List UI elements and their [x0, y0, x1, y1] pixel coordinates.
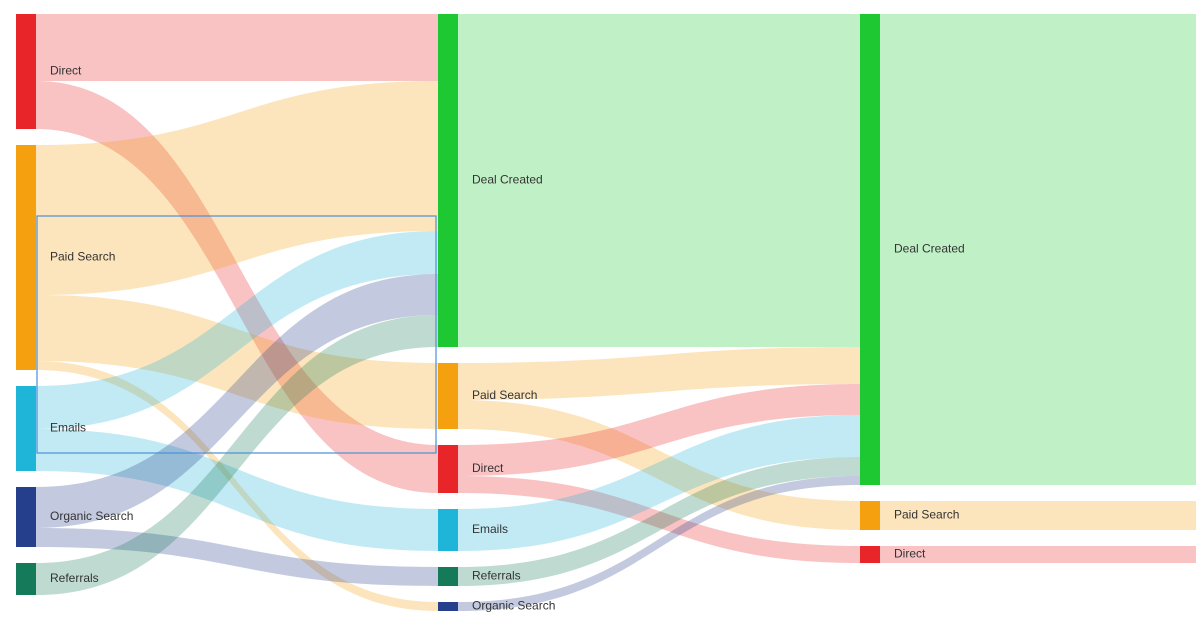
flow-link [36, 528, 438, 586]
node-label: Paid Search [472, 388, 537, 402]
outflow-band [880, 501, 1196, 530]
node-bar [16, 487, 36, 547]
flow-link [36, 81, 438, 493]
node-label: Organic Search [50, 509, 133, 523]
flow-link [36, 274, 438, 528]
flow-link [36, 429, 438, 551]
flow-link [458, 14, 860, 347]
node-label: Emails [472, 522, 508, 536]
flow-link [36, 315, 438, 595]
flow-link [458, 400, 860, 530]
selection-box [36, 215, 437, 454]
flow-link [36, 231, 438, 429]
node-label: Direct [894, 547, 926, 561]
node-bar [438, 445, 458, 493]
flow-link [458, 476, 860, 611]
node-bar [16, 563, 36, 595]
flow-link [36, 81, 438, 295]
flow-link [458, 457, 860, 586]
node-bar [16, 386, 36, 471]
labels: Direct Paid Search Emails Organic Search Ref… [50, 64, 965, 613]
node-label: Emails [50, 421, 86, 435]
node-label: Direct [472, 461, 504, 475]
links [36, 14, 1196, 611]
node-label: Organic Search [472, 599, 555, 613]
outflow-band [880, 546, 1196, 563]
node-bar [860, 14, 880, 485]
flow-link [36, 295, 438, 429]
node-bar [438, 14, 458, 347]
flow-link [36, 361, 438, 611]
flow-link [458, 384, 860, 476]
flow-link [458, 347, 860, 400]
node-label: Deal Created [472, 173, 543, 187]
node-label: Deal Created [894, 242, 965, 256]
node-bar [16, 145, 36, 370]
flow-link [36, 14, 438, 81]
node-label: Direct [50, 64, 82, 78]
flow-link [458, 476, 860, 563]
node-label: Referrals [472, 569, 521, 583]
node-bar [860, 546, 880, 563]
node-bar [16, 14, 36, 129]
nodes [16, 14, 880, 611]
node-bar [438, 509, 458, 551]
node-label: Referrals [50, 571, 99, 585]
node-bar [860, 501, 880, 530]
outflow-band [880, 14, 1196, 485]
node-label: Paid Search [894, 508, 959, 522]
flow-link [458, 415, 860, 551]
node-label: Paid Search [50, 250, 115, 264]
node-bar [438, 602, 458, 611]
node-bar [438, 363, 458, 429]
node-bar [438, 567, 458, 586]
